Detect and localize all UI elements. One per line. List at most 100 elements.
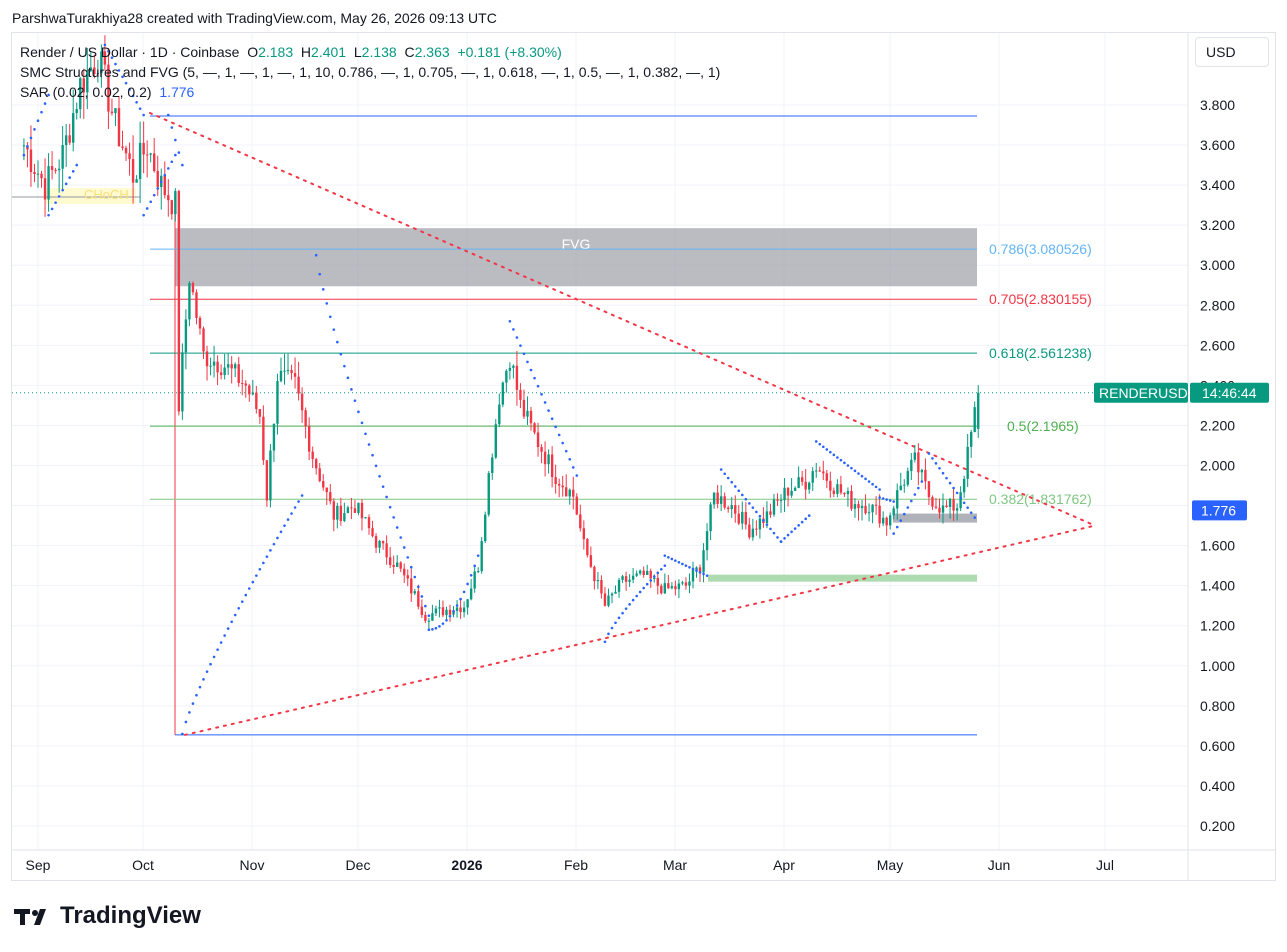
sar-dot — [895, 525, 899, 529]
candle-body — [723, 496, 726, 508]
sar-dot — [575, 474, 579, 477]
sar-dot — [244, 593, 248, 597]
sar-dot — [131, 94, 135, 98]
candle-body — [346, 507, 350, 514]
trend-lines — [149, 112, 1096, 736]
currency-selector[interactable]: USD — [1195, 37, 1269, 67]
sar-dot — [677, 561, 681, 564]
sar-dot — [857, 472, 860, 475]
tradingview-logo-icon — [14, 909, 46, 925]
sar-dot — [230, 620, 233, 624]
candle-body — [68, 135, 71, 143]
sar-dot — [772, 531, 776, 535]
sar-dot — [223, 634, 226, 637]
candle-body — [82, 78, 85, 93]
sar-dot — [508, 320, 512, 323]
x-tick-label: Nov — [240, 857, 265, 873]
sar-dot — [328, 315, 332, 319]
sar-dot — [156, 187, 160, 190]
sar-dot — [663, 554, 667, 557]
candle-body — [663, 583, 667, 594]
y-tick-label: 3.000 — [1200, 257, 1235, 273]
sar-dot — [184, 720, 188, 724]
sar-dot — [733, 485, 737, 488]
sar-dot — [688, 566, 691, 569]
sar-dot — [61, 188, 64, 192]
demand-zone[interactable] — [708, 574, 977, 582]
candle-body — [966, 446, 969, 479]
candle-body — [223, 367, 226, 376]
brand-name: TradingView — [60, 902, 201, 929]
sar-dot — [793, 527, 797, 530]
sar-dot — [388, 505, 392, 509]
sar-dot — [762, 519, 765, 522]
y-tick-label: 1.200 — [1200, 618, 1235, 634]
sar-dot — [50, 207, 54, 211]
candle-body — [857, 504, 860, 509]
legend-sar-row[interactable]: SAR (0.02, 0.02, 0.2) 1.776 — [20, 82, 720, 102]
sar-dot — [247, 587, 251, 590]
sar-dot — [68, 176, 71, 179]
sar-dot — [853, 469, 857, 473]
sar-dot — [314, 253, 318, 257]
sar-dot — [681, 562, 684, 566]
candles — [22, 35, 980, 629]
tradingview-logo[interactable]: TradingView — [14, 902, 201, 930]
countdown-label: 14:46:44 — [1202, 385, 1257, 401]
descending-trendline — [149, 112, 1096, 527]
fvg-zone[interactable] — [175, 228, 977, 287]
candle-body — [466, 599, 469, 608]
sar-dot — [135, 100, 138, 104]
sar-dot — [300, 494, 304, 497]
symbol-tag[interactable] — [1094, 382, 1188, 403]
sar-dot — [656, 571, 660, 575]
candle-body — [501, 382, 505, 405]
sar-dot — [71, 170, 75, 173]
candle-body — [61, 145, 64, 169]
candle-body — [853, 504, 857, 509]
y-axis: 3.8003.6003.4003.2003.0002.8002.6002.400… — [1187, 33, 1235, 881]
choch-label: CHoCH — [84, 187, 129, 202]
candle-body — [336, 505, 339, 520]
sar-dot — [26, 145, 29, 148]
candle-body — [899, 485, 902, 491]
candle-body — [262, 416, 265, 461]
candle-body — [79, 78, 82, 110]
symbol-title[interactable]: Render / US Dollar · 1D · Coinbase — [20, 44, 240, 60]
sar-dot — [642, 586, 645, 590]
sar-tag — [1192, 500, 1247, 521]
sar-dot — [691, 567, 695, 571]
candle-body — [431, 613, 434, 621]
sar-dot — [522, 352, 526, 356]
candle-body — [72, 113, 75, 143]
legend-smc-row[interactable]: SMC Structures and FVG (5, —, 1, —, 1, —… — [20, 62, 720, 82]
candle-body — [251, 392, 255, 395]
candle-body — [646, 570, 649, 575]
candle-body — [892, 508, 895, 516]
candle-body — [237, 364, 240, 383]
sar-dot — [297, 500, 300, 503]
candle-body — [484, 514, 487, 542]
candle-body — [491, 457, 494, 474]
candle-body — [255, 392, 258, 410]
sar-dot — [321, 288, 325, 291]
chart-frame[interactable] — [11, 32, 1276, 881]
sar-dot — [466, 582, 469, 586]
candle-body — [300, 393, 304, 411]
candle-body — [670, 586, 674, 589]
sar-dot — [33, 128, 36, 131]
sar-dot — [800, 520, 804, 524]
sar-dot — [255, 574, 258, 577]
supply-zone[interactable] — [893, 513, 977, 523]
sar-dot — [740, 493, 744, 497]
candle-body — [934, 506, 938, 508]
candle-body — [399, 562, 402, 569]
candle-body — [653, 577, 656, 579]
candle-body — [881, 517, 885, 524]
sar-dot — [557, 433, 561, 437]
sar-dot — [367, 443, 371, 446]
sar-dot — [973, 516, 977, 519]
candle-body — [353, 508, 357, 513]
candle-body — [691, 570, 695, 582]
